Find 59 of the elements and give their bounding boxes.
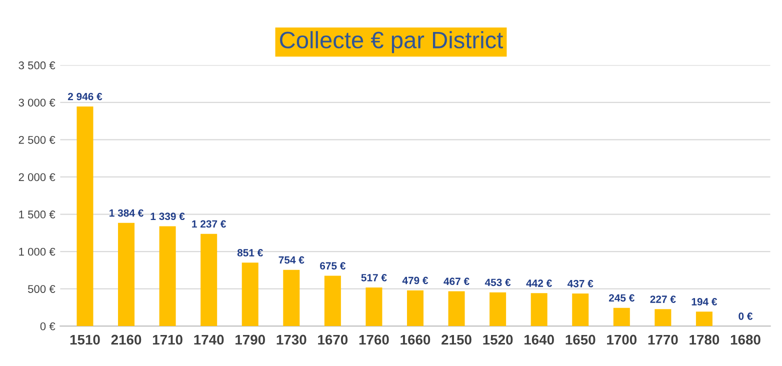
bar: [406, 290, 424, 326]
x-tick-label: 1790: [236, 334, 265, 345]
data-label: 467 €: [444, 278, 470, 286]
y-tick-label: 2 500 €: [18, 136, 56, 144]
data-label: 442 €: [526, 280, 552, 287]
x-tick-label: 1780: [690, 334, 720, 345]
x-tick-label: 1660: [400, 334, 430, 345]
data-label: 754 €: [278, 256, 304, 264]
data-label: 453 €: [484, 278, 511, 286]
bar: [696, 312, 712, 326]
x-tick-label: 2160: [111, 334, 142, 345]
data-label: 851 €: [237, 249, 263, 256]
x-tick-label: 1730: [276, 334, 306, 345]
data-label: 437 €: [567, 280, 594, 288]
data-label: 479 €: [402, 276, 428, 284]
y-tick-label: 3 500 €: [18, 61, 56, 70]
x-tick-label: 1710: [152, 334, 182, 345]
bar: [530, 293, 548, 326]
x-tick-label: 1520: [483, 334, 513, 345]
chart-title: Collecte € par District: [280, 31, 504, 54]
bar: [366, 288, 382, 326]
bar: [283, 270, 300, 326]
bar: [490, 292, 506, 326]
y-tick-label: 2 000 €: [18, 173, 56, 182]
bar: [654, 309, 672, 326]
data-label: 517 €: [361, 274, 387, 282]
data-label: 194 €: [692, 298, 718, 306]
x-tick-label: 1640: [524, 334, 554, 345]
bar: [200, 234, 218, 326]
data-label: 1 384 €: [110, 209, 144, 217]
x-tick-label: 1650: [566, 334, 596, 345]
data-label: 245 €: [608, 294, 635, 302]
x-tick-label: 1510: [70, 334, 100, 345]
bar: [324, 276, 341, 326]
data-label: 1 237 €: [192, 220, 226, 228]
x-tick-label: 1760: [359, 334, 389, 345]
data-label: 227 €: [650, 296, 676, 303]
y-tick-label: 0 €: [40, 322, 56, 330]
bar: [613, 308, 630, 326]
y-tick-label: 3 000 €: [18, 98, 56, 107]
x-tick-label: 1700: [607, 334, 637, 345]
data-label: 1 339 €: [150, 212, 185, 220]
x-tick-label: 2150: [442, 334, 472, 345]
bar: [242, 262, 258, 326]
bar: [76, 106, 94, 326]
y-tick-label: 1 500 €: [19, 210, 56, 218]
x-tick-label: 1770: [648, 334, 678, 345]
data-label: 675 €: [320, 262, 346, 270]
x-tick-label: 1670: [318, 334, 348, 345]
x-tick-label: 1740: [194, 334, 224, 345]
data-label: 2 946 €: [68, 92, 102, 100]
bar: [572, 294, 589, 326]
y-tick-label: 500 €: [28, 285, 56, 293]
y-tick-label: 1 000 €: [19, 248, 56, 256]
data-label: 0 €: [738, 312, 753, 320]
bar: [448, 291, 465, 326]
x-tick-label: 1680: [730, 334, 760, 345]
bar: [159, 226, 176, 326]
bar: [118, 222, 135, 326]
